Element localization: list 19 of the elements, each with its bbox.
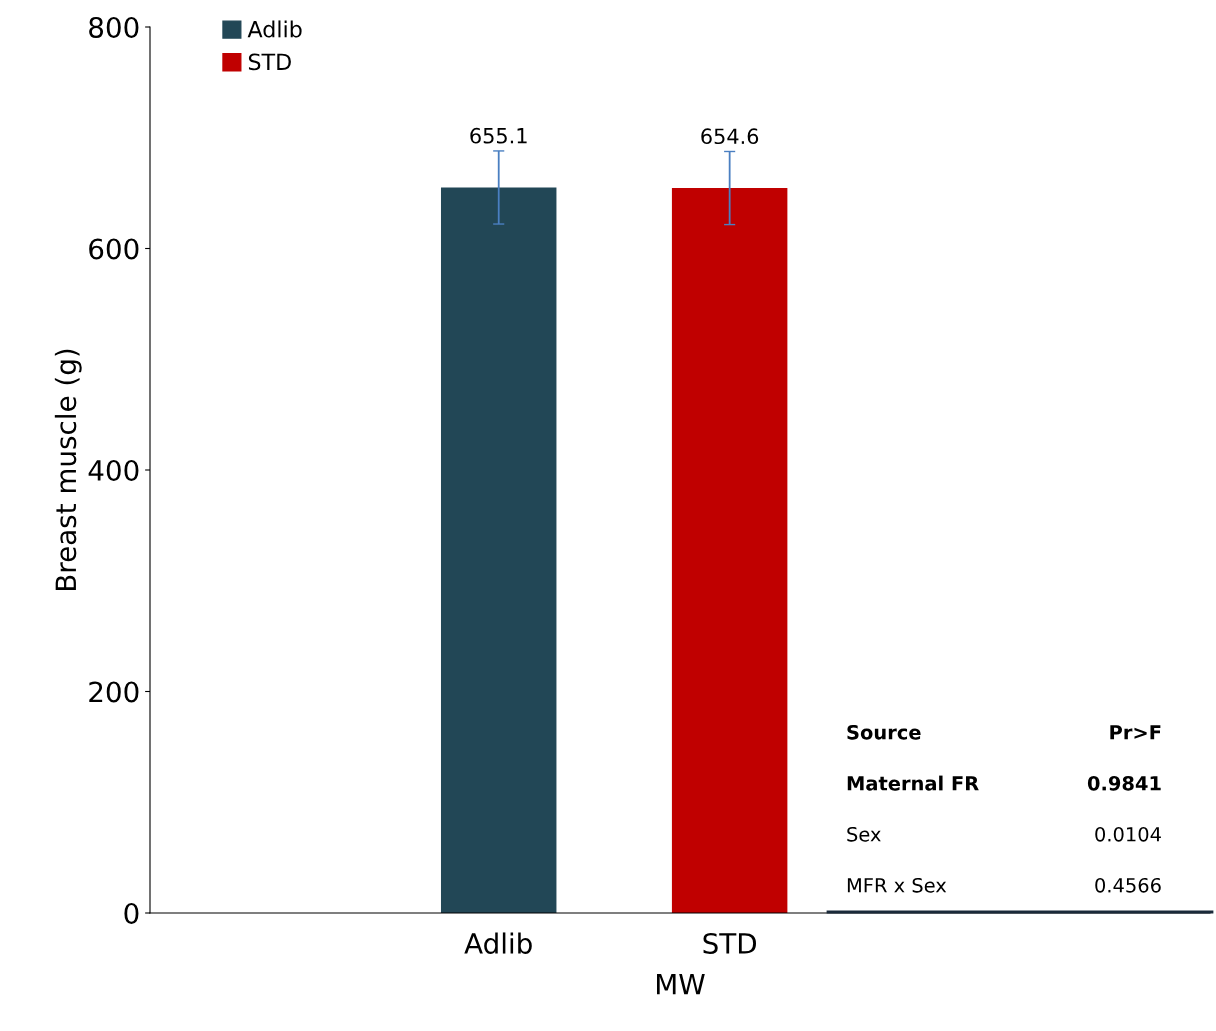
y-tick-label: 600 — [89, 238, 139, 260]
text: 0.0104 — [1095, 826, 1161, 842]
text: MFR x Sex — [847, 877, 947, 893]
y-tick-label: 0 — [124, 902, 139, 924]
y-tick-label: 400 — [88, 459, 139, 481]
text: 0.9841 — [1087, 775, 1161, 791]
text: Pr>F — [1110, 725, 1161, 740]
x-axis-title: MW — [657, 974, 705, 995]
text: Maternal FR — [847, 775, 979, 791]
y-tick-label: 200 — [89, 681, 139, 703]
y-tick-label: 800 — [89, 16, 139, 38]
text: Source — [847, 724, 921, 740]
legend-label: Adlib — [247, 20, 302, 38]
legend-label: STD — [248, 53, 291, 71]
y-axis-title: Breast muscle (g) — [54, 349, 82, 591]
text: 0.4566 — [1095, 877, 1161, 893]
data-label: 654.6 — [701, 128, 759, 145]
data-label: 655.1 — [470, 127, 527, 144]
text: Sex — [847, 826, 881, 842]
